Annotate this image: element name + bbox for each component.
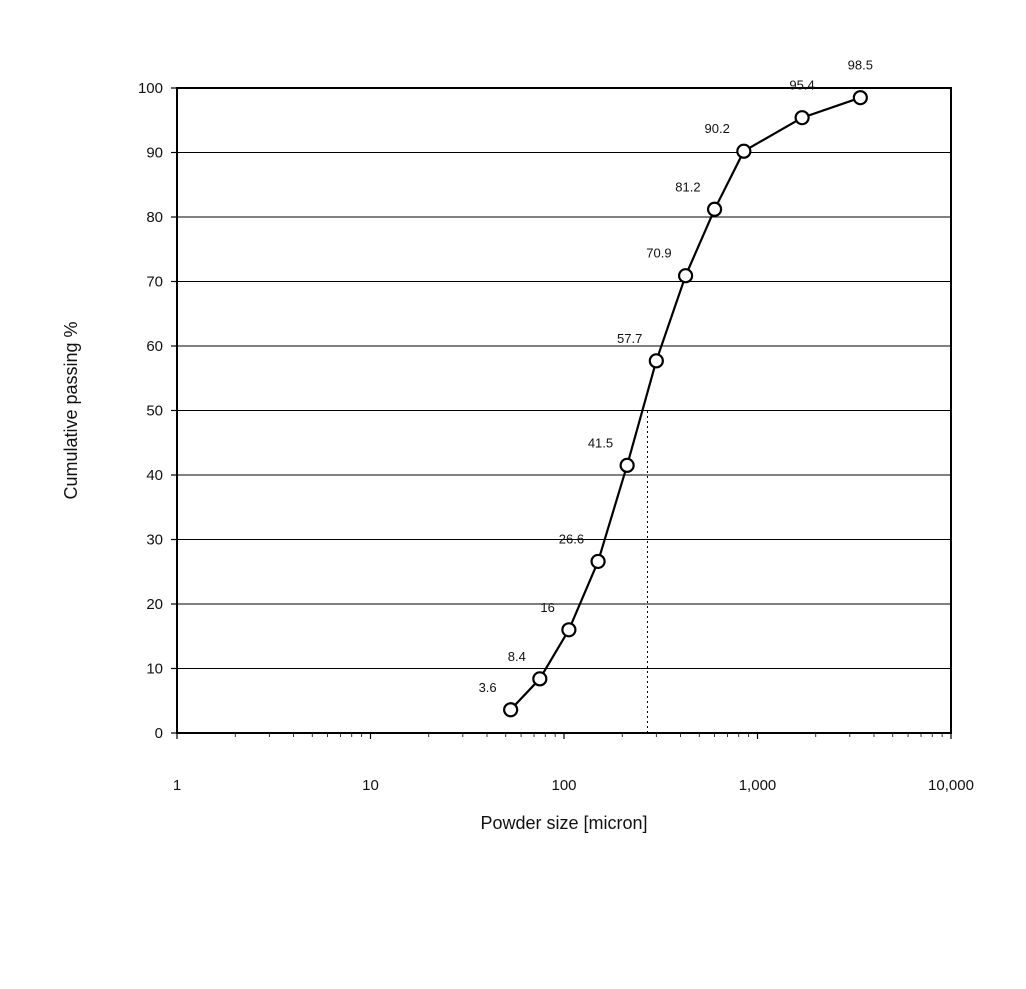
- data-label: 26.6: [559, 531, 584, 546]
- data-point: [852, 90, 868, 106]
- x-tick-label: 1: [173, 777, 181, 794]
- data-label: 57.7: [617, 331, 642, 346]
- y-tick-label: 70: [146, 274, 163, 291]
- y-tick-label: 40: [146, 467, 163, 484]
- data-labels: 3.6 8.4 16 26.6 41.5 57.7 70.9 81.2 90.2 95.4 98.5: [479, 58, 873, 695]
- grid-lines: [177, 152, 951, 669]
- y-tick-label: 20: [146, 596, 163, 613]
- y-tick-label: 100: [138, 80, 163, 97]
- data-label: 70.9: [646, 246, 671, 261]
- data-label: 95.4: [789, 78, 814, 93]
- data-label: 41.5: [588, 435, 613, 450]
- x-tick-label: 10: [362, 777, 379, 794]
- data-points: [503, 90, 868, 718]
- x-tick-label: 10,000: [928, 777, 974, 794]
- data-point: [590, 553, 606, 570]
- y-tick-label: 30: [146, 532, 163, 549]
- y-tick-label: 0: [155, 725, 163, 742]
- data-point: [503, 702, 519, 718]
- y-axis-title: Cumulative passing %: [61, 321, 81, 499]
- data-point: [619, 457, 635, 473]
- y-tick-label: 90: [146, 145, 163, 162]
- data-point: [677, 268, 694, 284]
- y-axis: 0 10 20 30 40 50 60 70 80 90 100: [138, 80, 177, 742]
- data-point: [532, 671, 548, 687]
- data-point: [706, 201, 723, 217]
- data-label: 98.5: [848, 58, 873, 73]
- y-tick-label: 80: [146, 209, 163, 226]
- y-tick-label: 10: [146, 661, 163, 678]
- data-point: [794, 110, 810, 126]
- data-point: [648, 353, 664, 369]
- data-label: 3.6: [479, 680, 497, 695]
- data-point: [736, 143, 752, 159]
- y-tick-label: 50: [146, 403, 163, 420]
- x-tick-label: 1,000: [739, 777, 777, 794]
- data-point: [561, 622, 577, 638]
- data-label: 8.4: [508, 649, 526, 664]
- x-tick-label: 100: [551, 777, 576, 794]
- data-label: 16: [540, 600, 554, 615]
- data-label: 81.2: [675, 179, 700, 194]
- x-axis: 1 10 100 1,000 10,000: [173, 733, 974, 794]
- data-label: 90.2: [705, 121, 730, 136]
- x-axis-title: Powder size [micron]: [480, 813, 647, 833]
- y-tick-label: 60: [146, 338, 163, 355]
